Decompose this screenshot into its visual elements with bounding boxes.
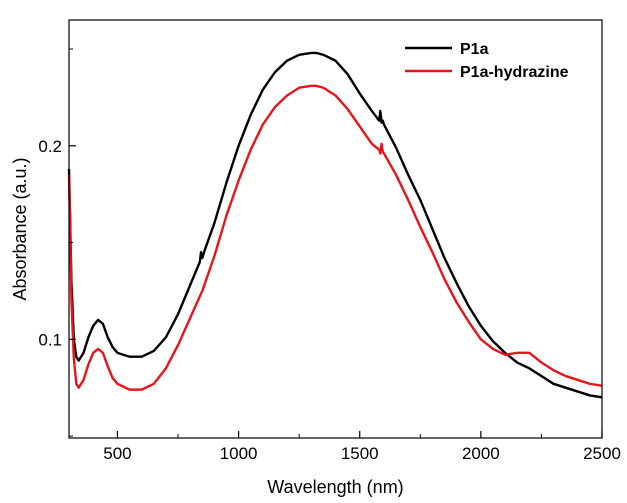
series-layer: [67, 51, 603, 399]
legend-label-p1a: P1a: [460, 41, 489, 58]
series-line-p1a: [67, 51, 603, 399]
series-line-p1a-hydrazine: [67, 84, 603, 391]
x-tick-label-2500: 2500: [583, 444, 621, 463]
y-tick-label-0-1: 0.1: [38, 330, 62, 349]
legend: P1a P1a-hydrazine: [405, 41, 569, 81]
x-tick-label-500: 500: [103, 444, 131, 463]
plot-frame: [68, 19, 603, 439]
tick-layer: 500 1000 1500 2000 2500 0.1 0.2: [38, 48, 621, 463]
x-axis-title: Wavelength (nm): [267, 477, 403, 497]
x-tick-label-2000: 2000: [462, 444, 500, 463]
y-tick-label-0-2: 0.2: [38, 137, 62, 156]
x-tick-label-1000: 1000: [220, 444, 258, 463]
x-tick-label-1500: 1500: [341, 444, 379, 463]
legend-label-p1a-hydrazine: P1a-hydrazine: [460, 64, 569, 81]
y-axis-title: Absorbance (a.u.): [10, 157, 30, 300]
